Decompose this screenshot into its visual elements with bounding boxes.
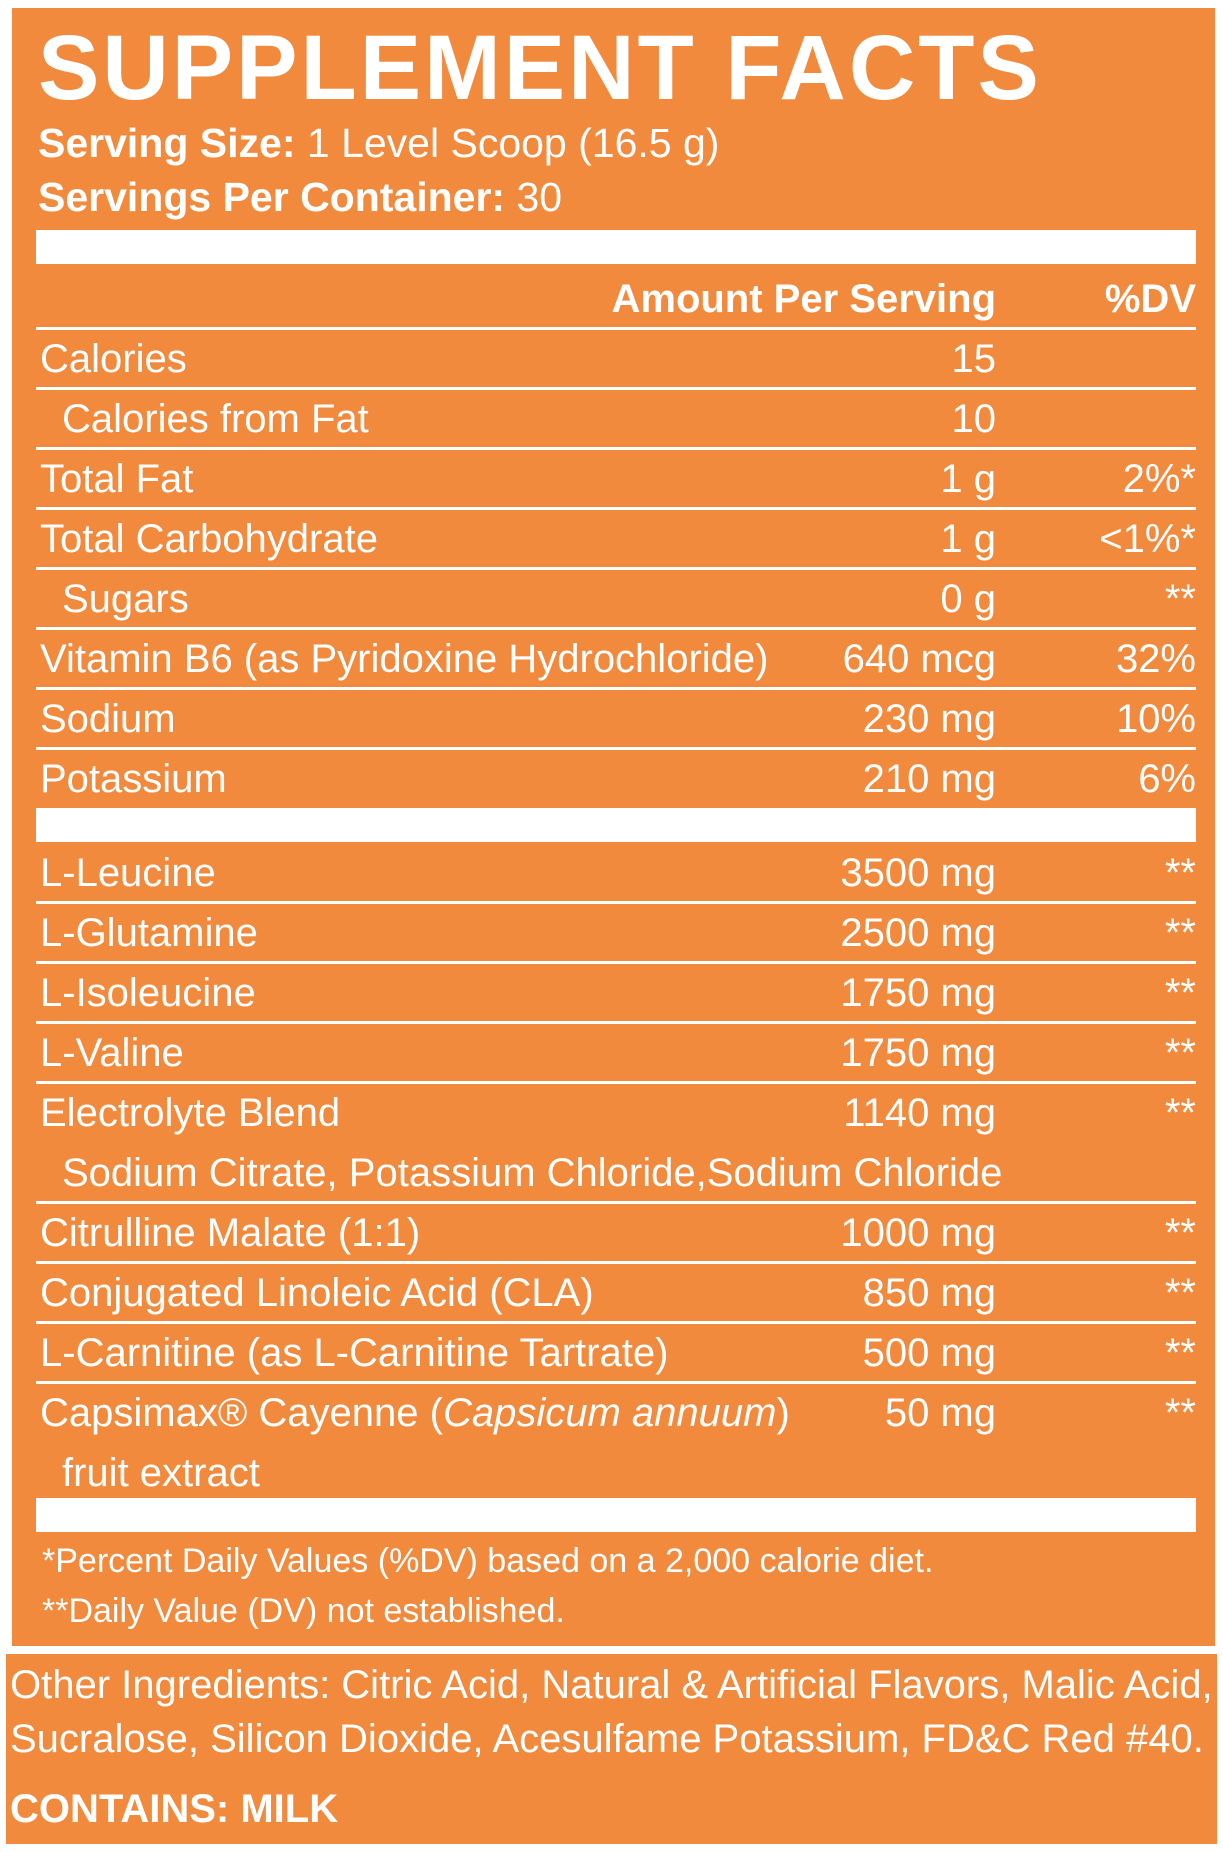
- header-amount-per-serving: Amount Per Serving: [611, 277, 996, 321]
- supplement-facts-panel: SUPPLEMENT FACTS Serving Size: 1 Level S…: [12, 8, 1215, 1646]
- allergen-contains: CONTAINS: MILK: [10, 1787, 339, 1831]
- capsimax-line2: fruit extract: [62, 1451, 260, 1495]
- footnote-not-established: **Daily Value (DV) not established.: [42, 1592, 565, 1630]
- table-row: Electrolyte Blend 1140 mg **: [36, 1084, 1196, 1144]
- table-row: L-Carnitine (as L-Carnitine Tartrate) 50…: [36, 1324, 1196, 1384]
- ingredient-amount: 1750 mg: [840, 1031, 996, 1075]
- serving-size: Serving Size: 1 Level Scoop (16.5 g): [38, 118, 719, 168]
- ingredient-dv: **: [1164, 1271, 1196, 1315]
- ingredient-name: L-Valine: [40, 1031, 184, 1075]
- nutrient-name: Vitamin B6 (as Pyridoxine Hydrochloride): [40, 637, 769, 681]
- table-row: Sodium 230 mg 10%: [36, 690, 1196, 750]
- nutrient-name: Calories: [40, 337, 187, 381]
- table-row: Conjugated Linoleic Acid (CLA) 850 mg **: [36, 1264, 1196, 1324]
- other-ingredients-panel: Other Ingredients: Citric Acid, Natural …: [6, 1654, 1217, 1844]
- ingredient-name: L-Isoleucine: [40, 971, 256, 1015]
- nutrient-amount: 15: [951, 337, 997, 381]
- serving-size-value: 1 Level Scoop (16.5 g): [295, 120, 720, 166]
- ingredient-dv: **: [1164, 851, 1196, 895]
- ingredient-amount: 2500 mg: [840, 911, 996, 955]
- other-ingredients-line-1: Other Ingredients: Citric Acid, Natural …: [10, 1663, 1213, 1707]
- capsimax-name-prefix: Capsimax® Cayenne (: [40, 1391, 443, 1435]
- electrolyte-blend-sub-row: Sodium Citrate, Potassium Chloride,Sodiu…: [36, 1144, 1196, 1204]
- nutrient-dv: 10%: [1115, 697, 1196, 741]
- nutrient-dv: 32%: [1115, 637, 1196, 681]
- nutrient-name: Potassium: [40, 757, 227, 801]
- ingredient-amount: 850 mg: [862, 1271, 996, 1315]
- nutrient-name: Calories from Fat: [62, 397, 369, 441]
- nutrient-name: Total Fat: [40, 457, 194, 501]
- divider-band-top: [36, 230, 1196, 264]
- table-row: Calories 15: [36, 330, 1196, 390]
- table-row: L-Valine 1750 mg **: [36, 1024, 1196, 1084]
- table-row: L-Glutamine 2500 mg **: [36, 904, 1196, 964]
- table-row: Total Fat 1 g 2%*: [36, 450, 1196, 510]
- nutrient-amount: 230 mg: [862, 697, 996, 741]
- nutrient-name: Sugars: [62, 577, 189, 621]
- ingredient-name: L-Glutamine: [40, 911, 258, 955]
- nutrient-dv: 2%*: [1122, 457, 1196, 501]
- footnote-dv: *Percent Daily Values (%DV) based on a 2…: [42, 1542, 934, 1580]
- ingredient-amount: 1000 mg: [840, 1211, 996, 1255]
- table-row: Total Carbohydrate 1 g <1%*: [36, 510, 1196, 570]
- ingredient-name: Conjugated Linoleic Acid (CLA): [40, 1271, 594, 1315]
- ingredient-amount: 3500 mg: [840, 851, 996, 895]
- footnotes: *Percent Daily Values (%DV) based on a 2…: [42, 1536, 933, 1636]
- other-ingredients-line-2: Sucralose, Silicon Dioxide, Acesulfame P…: [10, 1717, 1204, 1761]
- divider-band-middle: [36, 808, 1196, 842]
- panel-title: SUPPLEMENT FACTS: [38, 17, 1042, 119]
- nutrient-name: Total Carbohydrate: [40, 517, 378, 561]
- table-row: Calories from Fat 10: [36, 390, 1196, 450]
- nutrient-amount: 1 g: [940, 517, 996, 561]
- ingredient-dv: **: [1164, 1031, 1196, 1075]
- nutrient-dv: <1%*: [1099, 517, 1196, 561]
- table-header-row: Amount Per Serving %DV: [36, 270, 1196, 330]
- nutrient-amount: 210 mg: [862, 757, 996, 801]
- capsimax-name: Capsimax® Cayenne (Capsicum annuum): [40, 1384, 790, 1442]
- servings-per-container: Servings Per Container: 30: [38, 172, 562, 222]
- ingredient-dv: **: [1164, 1091, 1196, 1135]
- divider-band-bottom: [36, 1498, 1196, 1532]
- nutrient-dv: 6%: [1138, 757, 1196, 801]
- table-row: Sugars 0 g **: [36, 570, 1196, 630]
- ingredient-amount: 500 mg: [862, 1331, 996, 1375]
- capsimax-name-italic: Capsicum annuum: [442, 1391, 777, 1435]
- ingredient-dv: **: [1164, 1211, 1196, 1255]
- nutrient-amount: 10: [951, 397, 997, 441]
- table-row: Vitamin B6 (as Pyridoxine Hydrochloride)…: [36, 630, 1196, 690]
- nutrient-name: Sodium: [40, 697, 176, 741]
- ingredient-dv: **: [1164, 1331, 1196, 1375]
- table-row: Capsimax® Cayenne (Capsicum annuum) 50 m…: [36, 1384, 1196, 1444]
- electrolyte-blend-components: Sodium Citrate, Potassium Chloride,Sodiu…: [62, 1151, 1003, 1195]
- ingredient-name: L-Leucine: [40, 851, 216, 895]
- table-row: Citrulline Malate (1:1) 1000 mg **: [36, 1204, 1196, 1264]
- table-row: L-Isoleucine 1750 mg **: [36, 964, 1196, 1024]
- nutrient-amount: 1 g: [940, 457, 996, 501]
- nutrient-amount: 0 g: [940, 577, 996, 621]
- ingredient-table: L-Leucine 3500 mg ** L-Glutamine 2500 mg…: [36, 844, 1196, 1504]
- ingredient-amount: 1140 mg: [843, 1091, 996, 1135]
- table-row: L-Leucine 3500 mg **: [36, 844, 1196, 904]
- ingredient-amount: 1750 mg: [840, 971, 996, 1015]
- capsimax-line2-row: fruit extract: [36, 1444, 1196, 1504]
- header-dv: %DV: [1104, 277, 1196, 321]
- capsimax-name-suffix: ): [776, 1391, 790, 1435]
- ingredient-dv: **: [1164, 1391, 1196, 1435]
- nutrient-amount: 640 mcg: [842, 637, 996, 681]
- ingredient-dv: **: [1164, 911, 1196, 955]
- serving-size-label: Serving Size:: [38, 120, 296, 166]
- nutrient-dv: **: [1164, 577, 1196, 621]
- servings-per-container-label: Servings Per Container:: [38, 174, 506, 220]
- ingredient-name: Electrolyte Blend: [40, 1091, 341, 1135]
- ingredient-name: Citrulline Malate (1:1): [40, 1211, 421, 1255]
- table-row: Potassium 210 mg 6%: [36, 750, 1196, 810]
- ingredient-name: L-Carnitine (as L-Carnitine Tartrate): [40, 1331, 669, 1375]
- other-ingredients-text: Other Ingredients: Citric Acid, Natural …: [10, 1658, 1213, 1766]
- ingredient-dv: **: [1164, 971, 1196, 1015]
- servings-per-container-value: 30: [505, 174, 563, 220]
- ingredient-amount: 50 mg: [884, 1391, 996, 1435]
- nutrient-table: Amount Per Serving %DV Calories 15 Calor…: [36, 270, 1196, 810]
